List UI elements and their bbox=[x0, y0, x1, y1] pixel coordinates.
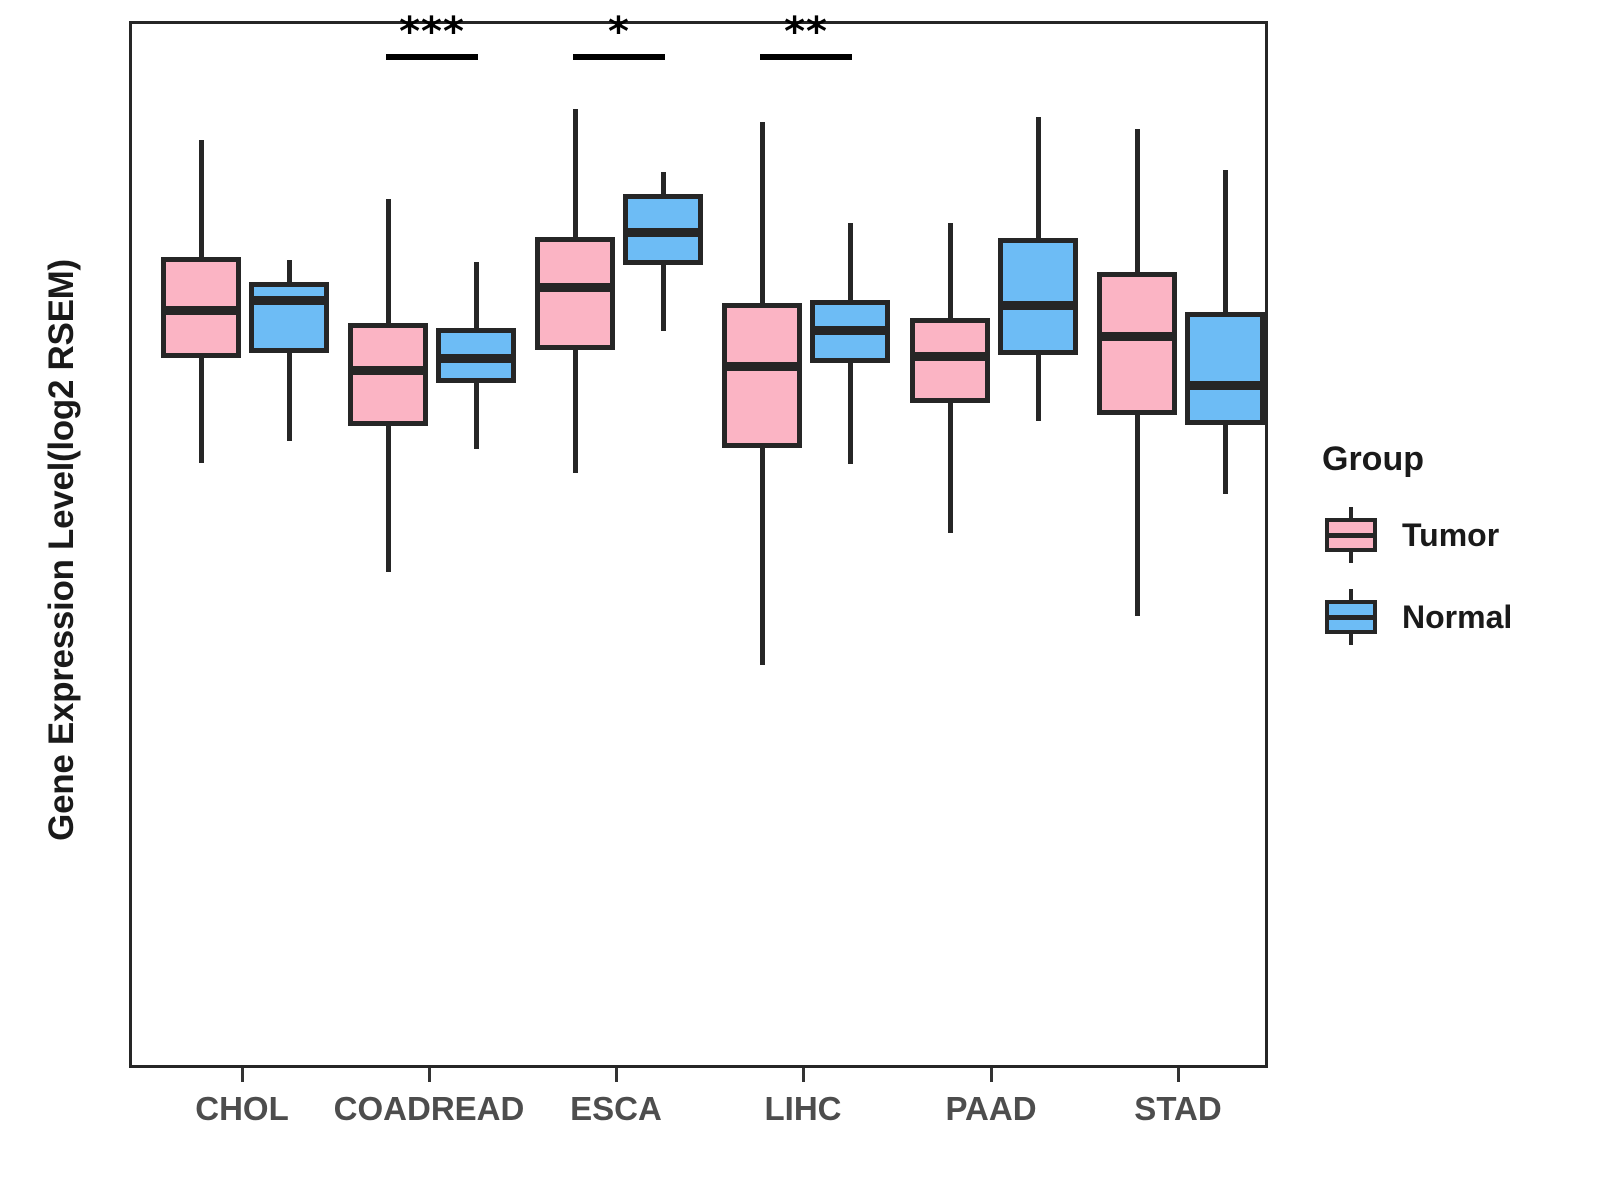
boxplot-tumor-lihc bbox=[132, 24, 1265, 1065]
legend-entry-label: Tumor bbox=[1402, 516, 1500, 553]
boxplot-tumor-chol bbox=[132, 24, 1265, 1065]
box-rect bbox=[722, 303, 802, 448]
median-line bbox=[249, 295, 329, 305]
legend-key-normal bbox=[1322, 589, 1380, 645]
median-line bbox=[810, 325, 890, 335]
box-rect bbox=[1097, 271, 1177, 415]
x-axis-tick-label-stad: STAD bbox=[1134, 1090, 1222, 1127]
box-rect bbox=[1185, 311, 1265, 425]
boxplot-normal-esca bbox=[132, 24, 1265, 1065]
median-line bbox=[1185, 380, 1265, 390]
legend-key-tumor bbox=[1322, 507, 1380, 563]
box-rect bbox=[249, 281, 329, 354]
significance-label: *** bbox=[399, 8, 465, 55]
significance-label: ** bbox=[784, 8, 828, 55]
boxplot-tumor-paad bbox=[132, 24, 1265, 1065]
x-axis-tick-mark bbox=[428, 1068, 431, 1082]
boxplot-tumor-coadread bbox=[132, 24, 1265, 1065]
x-axis-tick-label-esca: ESCA bbox=[570, 1090, 662, 1127]
median-line bbox=[722, 362, 802, 372]
median-line bbox=[910, 352, 990, 362]
legend: Group Tumor Normal bbox=[1322, 440, 1582, 671]
legend-entry-label: Normal bbox=[1402, 598, 1513, 635]
significance-bar bbox=[760, 53, 852, 60]
y-axis-title: Gene Expression Level(log2 RSEM) bbox=[42, 259, 81, 841]
legend-entry-tumor[interactable]: Tumor bbox=[1322, 507, 1582, 563]
legend-entry-normal[interactable]: Normal bbox=[1322, 589, 1582, 645]
median-line bbox=[1097, 332, 1177, 342]
median-line bbox=[998, 300, 1078, 310]
plot-panel: *** * ** bbox=[129, 12, 1268, 1068]
legend-title: Group bbox=[1322, 440, 1424, 478]
significance-bar bbox=[573, 53, 665, 60]
boxplot-normal-stad bbox=[132, 24, 1265, 1065]
x-axis-tick-mark bbox=[615, 1068, 618, 1082]
median-line bbox=[623, 227, 703, 237]
median-line bbox=[348, 365, 428, 375]
median-line bbox=[161, 305, 241, 315]
legend-key-median bbox=[1325, 533, 1377, 538]
plot-area: *** * ** bbox=[132, 12, 1265, 1065]
boxplot-normal-chol bbox=[132, 24, 1265, 1065]
x-axis-tick-label-paad: PAAD bbox=[945, 1090, 1037, 1127]
x-axis-tick-label-chol: CHOL bbox=[195, 1090, 289, 1127]
x-axis-tick-label-coadread: COADREAD bbox=[333, 1090, 525, 1127]
boxplot-normal-coadread bbox=[132, 24, 1265, 1065]
x-axis-tick-mark bbox=[1177, 1068, 1180, 1082]
x-axis-tick-mark bbox=[802, 1068, 805, 1082]
median-line bbox=[535, 282, 615, 292]
boxplot-tumor-stad bbox=[132, 24, 1265, 1065]
boxplot-normal-lihc bbox=[132, 24, 1265, 1065]
legend-entries: Tumor Normal bbox=[1322, 507, 1582, 645]
median-line bbox=[436, 354, 516, 364]
significance-bar bbox=[386, 53, 478, 60]
boxplot-normal-paad bbox=[132, 24, 1265, 1065]
box-rect bbox=[535, 236, 615, 350]
box-rect bbox=[998, 238, 1078, 355]
x-axis-tick-mark bbox=[241, 1068, 244, 1082]
legend-key-median bbox=[1325, 615, 1377, 620]
boxplot-tumor-esca bbox=[132, 24, 1265, 1065]
x-axis-tick-label-lihc: LIHC bbox=[764, 1090, 842, 1127]
significance-label: * bbox=[608, 8, 630, 55]
x-axis-tick-mark bbox=[990, 1068, 993, 1082]
